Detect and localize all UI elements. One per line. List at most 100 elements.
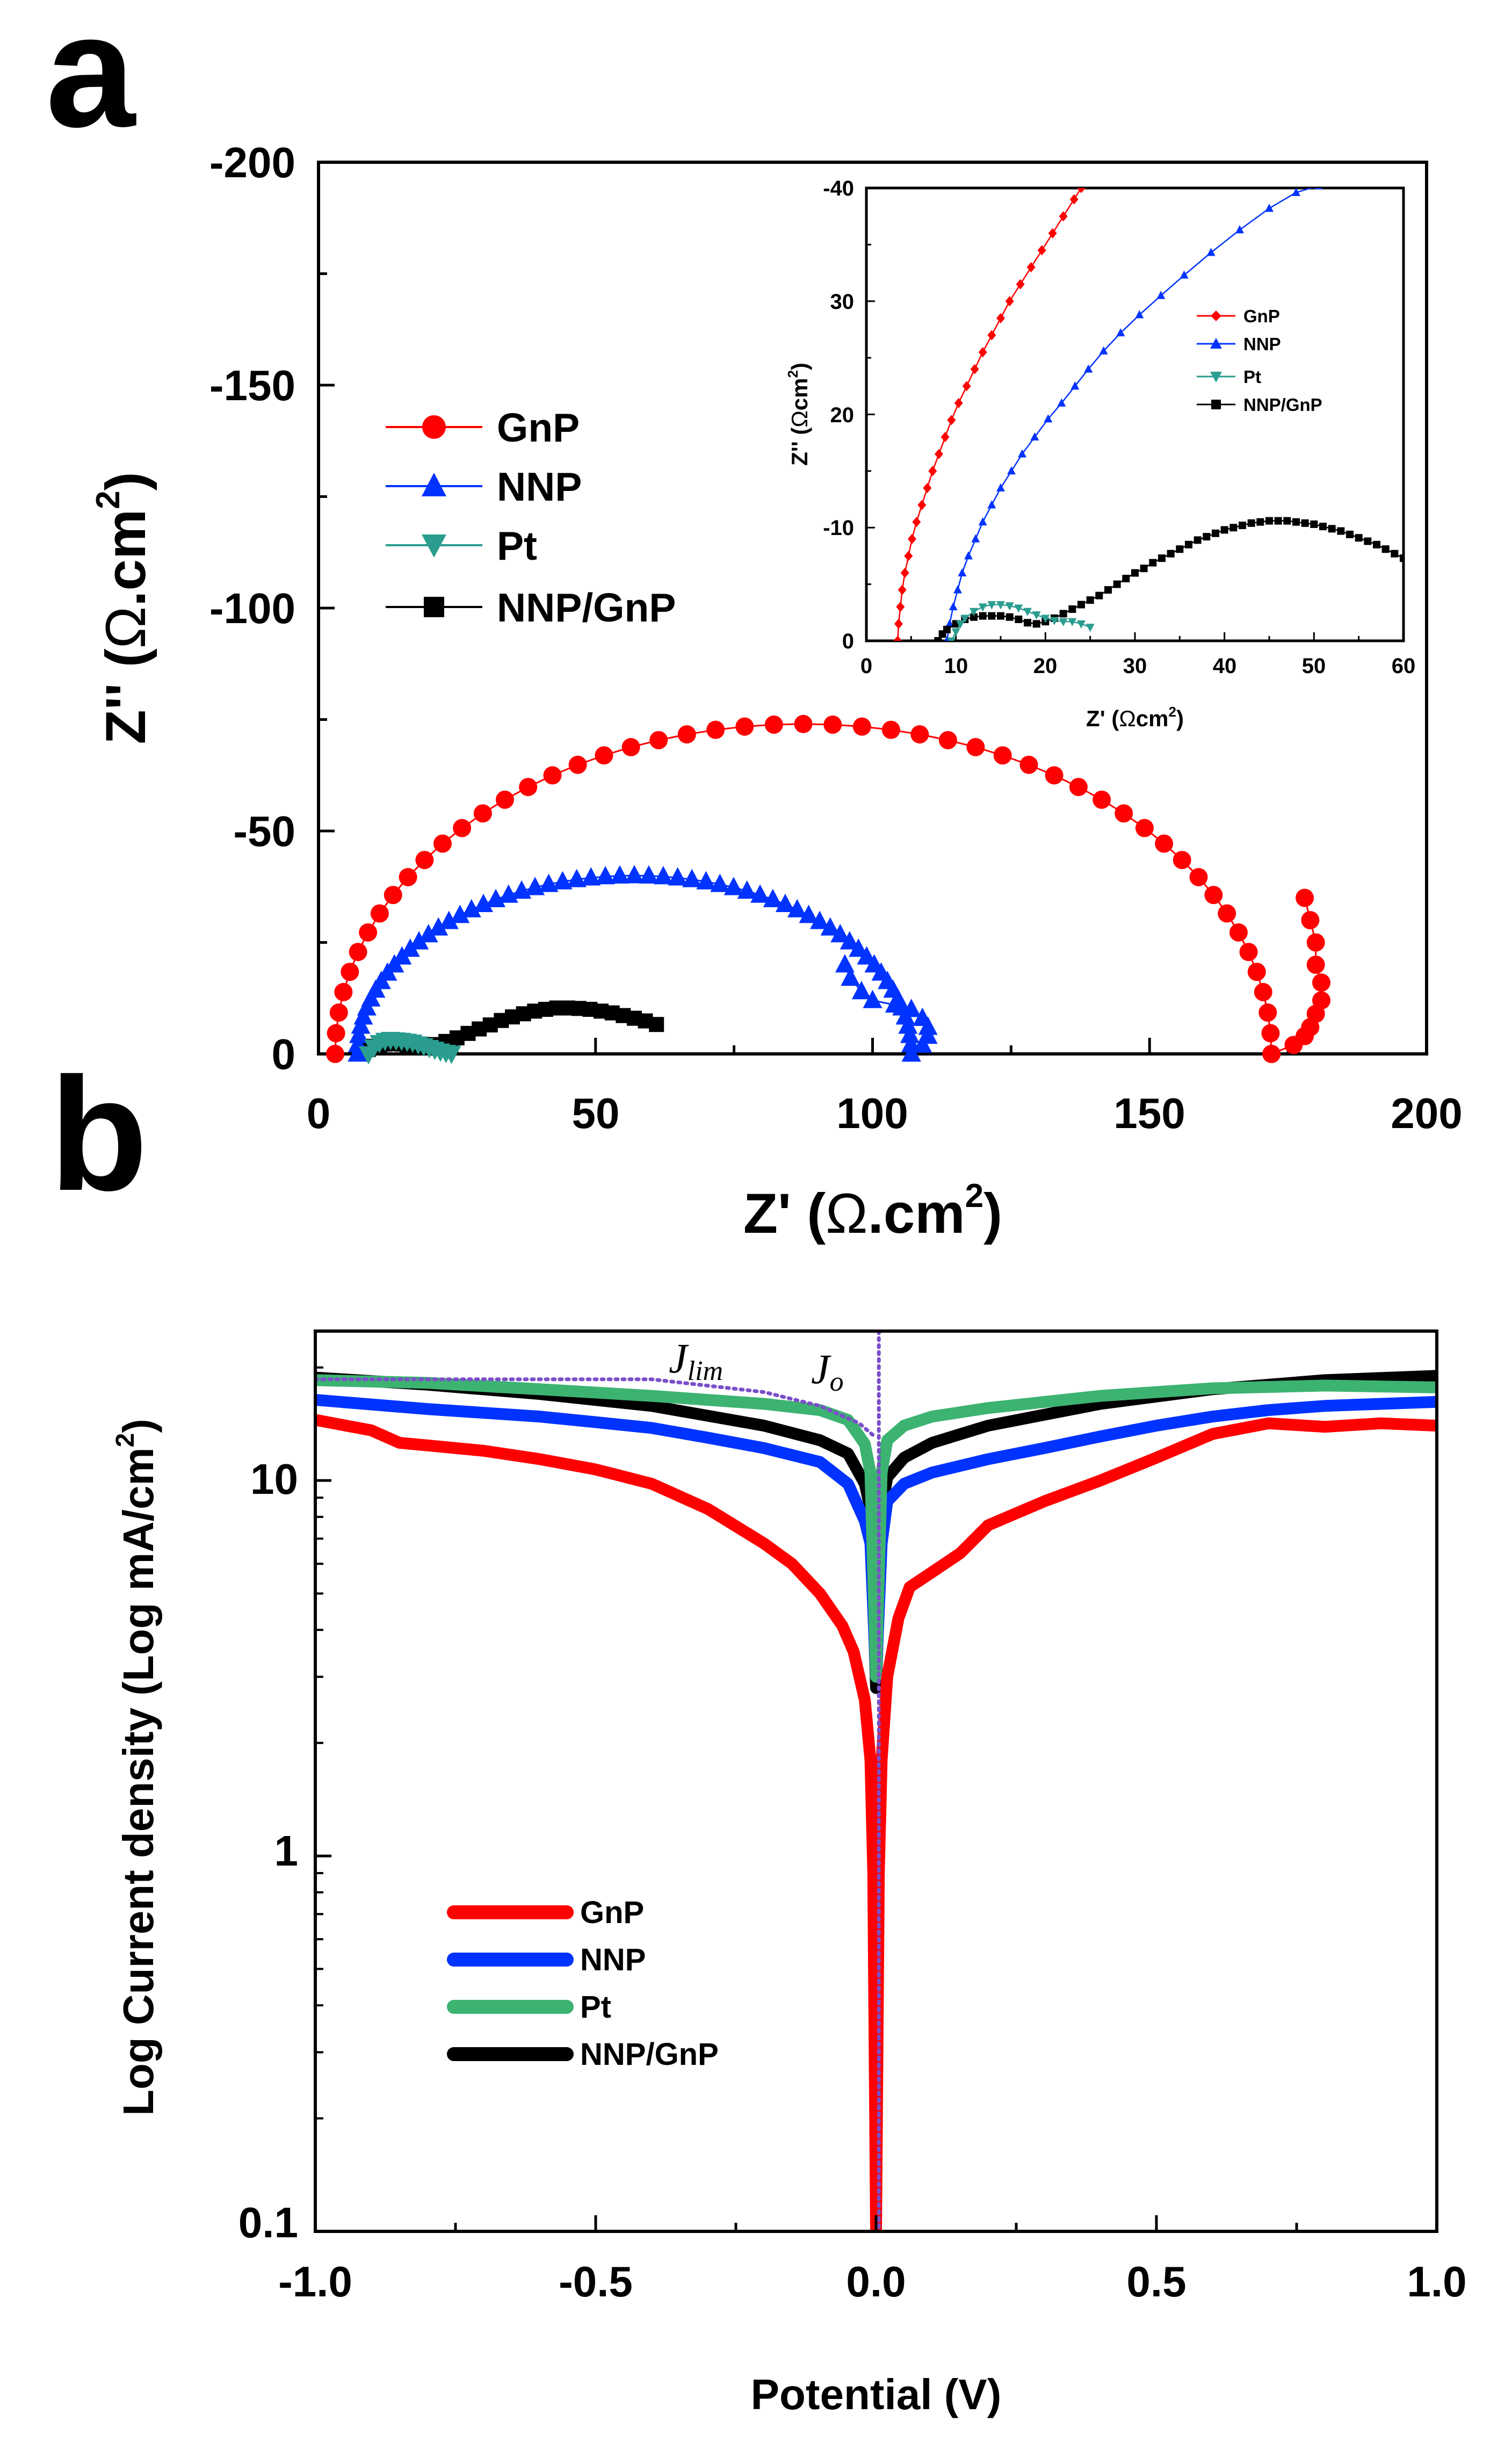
inset-axis-ticks bbox=[865, 187, 1405, 642]
main-point-nnp bbox=[696, 871, 716, 890]
main-point-gnp bbox=[735, 717, 754, 736]
inset-point-gnp bbox=[947, 415, 956, 425]
main-point-nnp bbox=[348, 1043, 367, 1062]
inset-point-nnp-gnp bbox=[1301, 519, 1309, 527]
tafel-series-pt bbox=[315, 1374, 1437, 1683]
inset-point-gnp bbox=[941, 432, 950, 443]
inset-point-gnp bbox=[928, 466, 937, 476]
main-point-nnp bbox=[775, 893, 795, 912]
jlim-annotation: Jlim bbox=[669, 1335, 723, 1386]
main-point-nnp bbox=[863, 989, 882, 1008]
inset-xtick-label: 40 bbox=[1213, 654, 1237, 678]
inset-point-nnp bbox=[1156, 291, 1166, 299]
inset-xtick-label: 60 bbox=[1392, 654, 1416, 678]
tafel-legend-label-nnp-gnp: NNP/GnP bbox=[580, 2037, 719, 2072]
main-point-nnp bbox=[653, 866, 673, 885]
inset-point-nnp bbox=[945, 619, 954, 627]
main-point-gnp bbox=[966, 738, 985, 756]
inset-point-nnp-gnp bbox=[1337, 527, 1345, 535]
main-point-gnp bbox=[329, 1003, 348, 1022]
inset-xtick-label: 30 bbox=[1123, 654, 1147, 678]
inset-point-gnp bbox=[917, 500, 927, 510]
main-point-gnp bbox=[649, 731, 668, 749]
main-point-gnp bbox=[595, 746, 613, 765]
inset-point-nnp-gnp bbox=[1364, 537, 1372, 545]
inset-point-gnp bbox=[987, 330, 996, 341]
inset-point-nnp bbox=[1135, 310, 1144, 319]
inset-point-gnp bbox=[1005, 296, 1014, 307]
inset-point-nnp-gnp bbox=[1122, 575, 1130, 583]
inset-point-nnp bbox=[978, 517, 987, 526]
inset-legend-label-pt: Pt bbox=[1243, 367, 1261, 387]
inset-point-nnp bbox=[953, 585, 962, 594]
inset-point-pt bbox=[1086, 624, 1095, 632]
panel-a-letter: a bbox=[46, 0, 136, 161]
inset-ytick-label: 0 bbox=[842, 630, 854, 653]
main-xlabel: Z' (Ω.cm2) bbox=[743, 1177, 1002, 1245]
inset-point-nnp-gnp bbox=[1059, 610, 1067, 618]
tafel-series-gnp bbox=[315, 1414, 1437, 2231]
inset-point-nnp-gnp bbox=[988, 612, 996, 620]
inset-point-nnp-gnp bbox=[1193, 536, 1202, 544]
main-xtick-label: 0 bbox=[307, 1089, 331, 1137]
main-point-nnp bbox=[851, 981, 871, 1000]
inset-point-nnp bbox=[1007, 466, 1016, 475]
main-point-gnp bbox=[1239, 943, 1258, 962]
main-point-gnp bbox=[1069, 778, 1088, 797]
legend-marker-gnp bbox=[422, 415, 446, 439]
inset-point-nnp bbox=[1265, 204, 1274, 212]
main-point-nnp-gnp bbox=[649, 1017, 664, 1032]
inset-point-gnp bbox=[1037, 245, 1046, 256]
tafel-xtick-label: 1.0 bbox=[1407, 2258, 1466, 2306]
inset-point-nnp-gnp bbox=[1328, 525, 1336, 533]
main-point-gnp bbox=[325, 1045, 344, 1063]
legend-label-pt: Pt bbox=[497, 523, 537, 568]
inset-point-nnp-gnp bbox=[1400, 554, 1404, 562]
inset-point-pt bbox=[978, 603, 987, 612]
tafel-series-group bbox=[315, 1331, 1437, 2231]
main-point-nnp bbox=[567, 869, 587, 887]
inset-point-nnp bbox=[1116, 328, 1125, 337]
main-point-gnp bbox=[399, 868, 417, 886]
main-point-gnp bbox=[1093, 790, 1111, 809]
inset-point-nnp-gnp bbox=[1346, 530, 1354, 538]
inset-point-nnp-gnp bbox=[979, 612, 987, 620]
inset-point-pt bbox=[1014, 604, 1023, 613]
main-point-nnp bbox=[474, 893, 494, 912]
inset-legend-label-nnp-gnp: NNP/GnP bbox=[1243, 395, 1322, 415]
main-point-nnp bbox=[799, 905, 819, 923]
inset-point-gnp bbox=[923, 482, 932, 494]
inset-point-nnp bbox=[964, 551, 973, 560]
main-point-nnp bbox=[461, 899, 481, 917]
main-point-nnp bbox=[830, 924, 850, 943]
main-point-gnp bbox=[794, 714, 813, 733]
main-point-gnp bbox=[341, 963, 359, 981]
main-legend: GnP NNP Pt NNP/GnP bbox=[386, 405, 676, 630]
main-point-nnp bbox=[450, 905, 470, 923]
inset-xtick-label: 50 bbox=[1302, 654, 1326, 678]
main-point-nnp bbox=[849, 938, 869, 957]
inset-point-nnp-gnp bbox=[1005, 613, 1014, 621]
legend-marker-nnp bbox=[422, 473, 446, 496]
main-point-nnp bbox=[409, 931, 429, 950]
main-point-gnp bbox=[1247, 963, 1266, 981]
main-xtick-label: 100 bbox=[836, 1089, 908, 1137]
main-point-gnp bbox=[1306, 933, 1325, 952]
tafel-legend: GnP NNP Pt NNP/GnP bbox=[447, 1895, 719, 2072]
inset-point-nnp-gnp bbox=[1185, 540, 1192, 548]
tafel-ylabel: Log Current density (Log mA/cm2) bbox=[111, 1419, 162, 2116]
tafel-data-layer bbox=[315, 1331, 1437, 2231]
tafel-legend-label-nnp: NNP bbox=[580, 1942, 646, 1977]
inset-point-nnp-gnp bbox=[1167, 550, 1175, 558]
inset-legend-marker-gnp bbox=[1211, 310, 1221, 321]
inset-point-nnp-gnp bbox=[1131, 569, 1139, 577]
inset-point-nnp-gnp bbox=[1077, 601, 1085, 609]
main-point-gnp bbox=[621, 738, 640, 756]
main-point-nnp bbox=[668, 867, 688, 886]
inset-point-nnp-gnp bbox=[1355, 534, 1363, 542]
inset-point-nnp-gnp bbox=[1391, 550, 1399, 558]
main-point-nnp bbox=[898, 1015, 918, 1034]
main-point-gnp bbox=[823, 716, 842, 734]
inset-point-gnp bbox=[996, 313, 1005, 323]
